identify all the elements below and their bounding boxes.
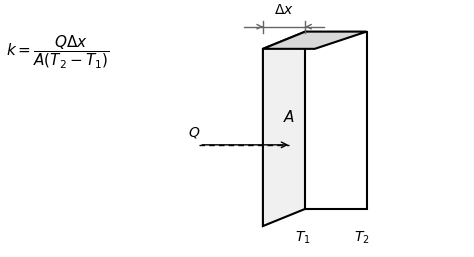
Text: $T_1$: $T_1$ xyxy=(295,229,311,246)
Polygon shape xyxy=(263,32,366,49)
Text: $\Delta x$: $\Delta x$ xyxy=(274,3,294,17)
Text: $k = \dfrac{Q\Delta x}{A(T_2 - T_1)}$: $k = \dfrac{Q\Delta x}{A(T_2 - T_1)}$ xyxy=(6,34,110,71)
Text: $T_2$: $T_2$ xyxy=(354,229,370,246)
Text: $A$: $A$ xyxy=(283,108,295,125)
Polygon shape xyxy=(305,32,366,209)
Text: $Q$: $Q$ xyxy=(188,125,201,140)
Polygon shape xyxy=(263,32,305,226)
